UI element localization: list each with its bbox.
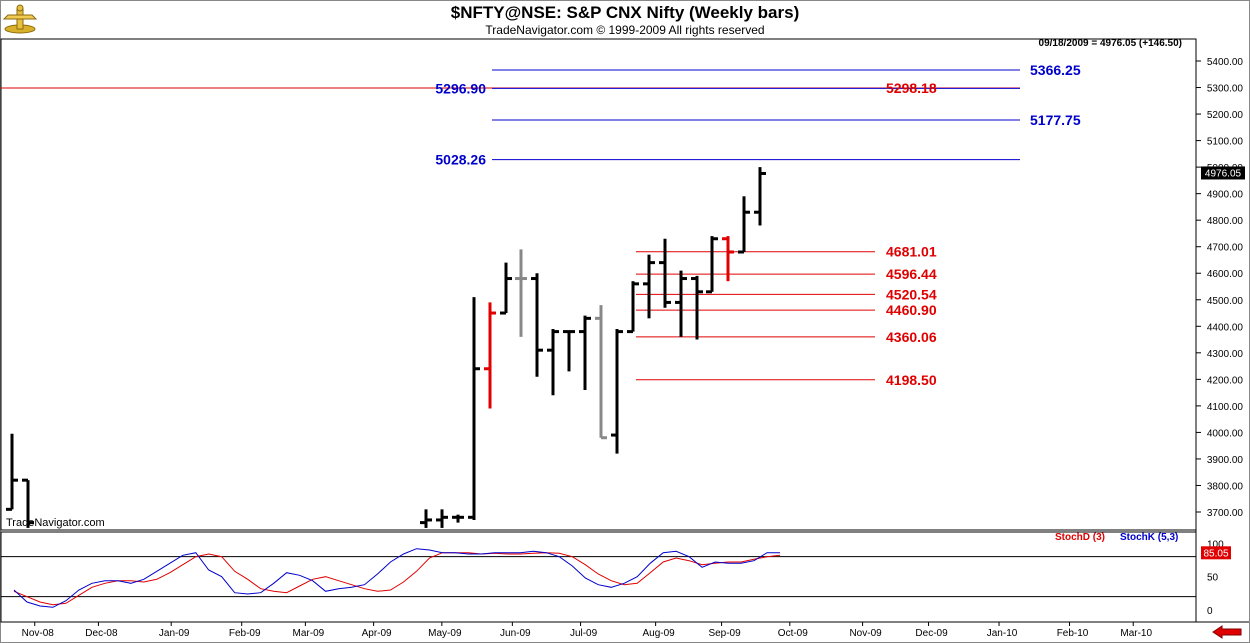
price-tick-label: 5400.00 [1207,57,1244,68]
date-tick-label: Jan-10 [987,628,1018,639]
date-tick-label: Mar-09 [293,628,325,639]
copyright-text: TradeNavigator.com © 1999-2009 All right… [485,23,765,37]
chart-title: $NFTY@NSE: S&P CNX Nifty (Weekly bars) [450,3,800,22]
level-label-blue: 5177.75 [1030,112,1081,128]
date-tick-label: Nov-09 [849,628,882,639]
date-axis-ticks: Nov-08 Dec-08 Jan-09 Feb-09 Mar-09 Apr-09 May-… [22,622,1152,639]
price-tick-label: 4700.00 [1207,243,1244,254]
legend-stoch-k: StochK (5,3) [1120,532,1179,543]
price-axis [1196,39,1249,622]
date-tick-label: Aug-09 [642,628,675,639]
date-tick-label: Mar-10 [1120,628,1152,639]
date-axis [1,622,1249,642]
ohlc-bars [6,167,766,528]
last-price-box [1201,166,1245,180]
stochastic-lines [13,548,781,608]
stoch-value-label: 85.05 [1203,548,1228,559]
stoch-d-line [13,552,781,606]
level-label-5298: 5298.18 [886,80,937,96]
level-label-red: 4520.54 [886,286,937,302]
date-tick-label: Apr-09 [362,628,392,639]
last-price-label: 4976.05 [1205,168,1242,179]
price-tick-label: 4200.00 [1207,375,1244,386]
scroll-left-arrow-icon[interactable] [1212,625,1242,639]
level-label-5296: 5296.90 [435,80,486,96]
price-tick-label: 3800.00 [1207,481,1244,492]
price-tick-label: 4100.00 [1207,402,1244,413]
level-label-blue: 5028.26 [435,152,486,168]
price-tick-label: 5100.00 [1207,137,1244,148]
price-tick-label: 4400.00 [1207,322,1244,333]
date-tick-label: Nov-08 [22,628,55,639]
stoch-value-box [1201,546,1231,560]
level-label-blue: 5366.25 [1030,62,1081,78]
price-tick-label: 5200.00 [1207,110,1244,121]
price-panel [0,38,1197,531]
price-tick-label: 4000.00 [1207,428,1244,439]
watermark: TradeNavigator.com [6,517,105,529]
date-tick-label: Jul-09 [570,628,598,639]
level-label-red: 4596.44 [886,266,937,282]
stochastic-axis-ticks: 100 50 0 85.05 [1,539,1231,617]
date-tick-label: Feb-09 [229,628,261,639]
stoch-tick-label: 50 [1207,573,1219,584]
price-tick-label: 3900.00 [1207,455,1244,466]
date-tick-label: Dec-09 [915,628,948,639]
stoch-tick-label: 100 [1207,539,1224,550]
date-tick-label: Jan-09 [159,628,190,639]
trade-navigator-logo-icon [2,4,38,34]
level-label-red: 4198.50 [886,372,937,388]
stochastic-panel [0,531,1197,623]
date-tick-label: Sep-09 [708,628,741,639]
level-label-red: 4460.90 [886,302,937,318]
date-tick-label: Dec-08 [85,628,118,639]
price-tick-label: 4900.00 [1207,190,1244,201]
stoch-tick-label: 0 [1207,606,1213,617]
date-tick-label: Feb-10 [1057,628,1089,639]
price-axis-ticks: 3700.00 3800.00 3900.00 4000.00 4100.00 4200.… [1196,57,1245,519]
level-label-red: 4360.06 [886,329,937,345]
price-tick-label: 4800.00 [1207,216,1244,227]
legend-stoch-d: StochD (3) [1055,532,1105,543]
price-tick-label: 4500.00 [1207,296,1244,307]
price-tick-label: 4600.00 [1207,269,1244,280]
price-tick-label: 3700.00 [1207,508,1244,519]
quote-readout: 09/18/2009 = 4976.05 (+146.50) [1038,38,1182,49]
date-tick-label: Jun-09 [500,628,531,639]
date-tick-label: Oct-09 [778,628,808,639]
price-tick-label: 5300.00 [1207,84,1244,95]
date-tick-label: May-09 [428,628,462,639]
price-levels: 5366.25 5177.75 5028.26 5296.90 5298.18 4681.… [1,62,1081,388]
stoch-k-line [13,548,780,608]
price-tick-label: 4300.00 [1207,349,1244,360]
level-label-red: 4681.01 [886,244,937,260]
